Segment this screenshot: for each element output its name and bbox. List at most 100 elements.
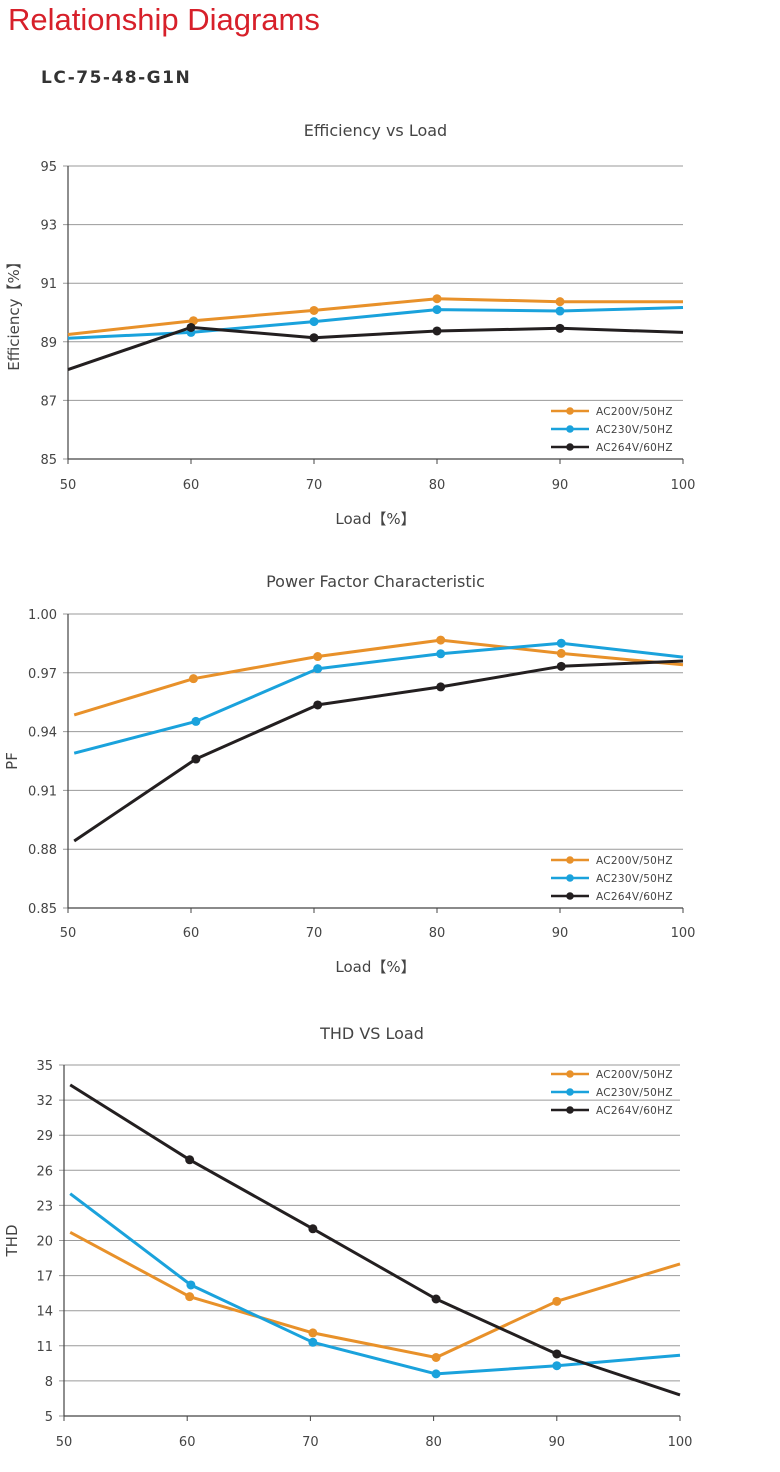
series-line-ac230v-50hz [69, 1192, 681, 1376]
data-point [431, 1369, 441, 1379]
x-tick-label: 60 [183, 926, 200, 941]
legend-label: AC200V/50HZ [596, 1069, 673, 1081]
page-title: Relationship Diagrams [8, 2, 320, 37]
legend-label: AC200V/50HZ [596, 406, 673, 418]
legend-label: AC264V/60HZ [596, 891, 673, 903]
y-tick-label: 87 [40, 394, 57, 409]
data-point [432, 305, 442, 315]
y-axis-label: PF [3, 752, 21, 770]
series-line-ac200v-50hz [73, 638, 684, 717]
legend-marker [566, 892, 574, 900]
x-tick-label: 90 [549, 1435, 566, 1450]
y-tick-label: 14 [36, 1305, 53, 1320]
legend-label: AC230V/50HZ [596, 873, 673, 885]
power-factor-chart: Power Factor Characteristic 0.85 0.88 0.91 0… [3, 572, 695, 976]
x-tick-label: 90 [552, 926, 569, 941]
y-tick-label: 0.94 [28, 726, 57, 741]
x-tick-label: 70 [302, 1435, 319, 1450]
model-name: LC-75-48-G1N [41, 68, 192, 88]
series-line-ac264v-60hz [69, 1083, 681, 1397]
legend-marker [566, 1070, 574, 1078]
legend-label: AC230V/50HZ [596, 424, 673, 436]
legend-marker [566, 443, 574, 451]
data-point [552, 1296, 562, 1306]
data-point [185, 1155, 195, 1165]
series-line-ac200v-50hz [67, 297, 683, 336]
data-point [431, 1353, 441, 1362]
y-tick-label: 26 [36, 1164, 53, 1179]
x-tick-label: 100 [668, 1435, 693, 1450]
legend-label: AC264V/60HZ [596, 1105, 673, 1117]
data-point [436, 649, 446, 659]
data-point [555, 297, 565, 307]
y-tick-label: 8 [45, 1375, 53, 1390]
y-tick-label: 91 [40, 277, 57, 292]
x-tick-label: 70 [306, 926, 323, 941]
data-point [308, 1224, 318, 1234]
chart-title: Power Factor Characteristic [266, 572, 485, 591]
data-point [552, 1361, 562, 1371]
chart-title: Efficiency vs Load [304, 121, 447, 140]
x-tick-label: 90 [552, 478, 569, 493]
legend-marker [566, 874, 574, 882]
x-tick-label: 50 [60, 478, 77, 493]
y-tick-label: 29 [36, 1129, 53, 1144]
thd-chart: THD VS Load 5 8 11 14 17 20 23 26 29 32 35 50 60 70 80 9… [3, 1024, 693, 1450]
y-tick-label: 0.88 [28, 843, 57, 858]
data-point [185, 1292, 195, 1302]
data-point [556, 648, 566, 658]
data-point [313, 652, 323, 662]
data-point [313, 664, 323, 674]
efficiency-chart: Efficiency vs Load 85 87 89 91 93 95 50 60 70 80 90… [5, 121, 695, 528]
y-tick-label: 5 [45, 1410, 53, 1425]
y-tick-label: 17 [36, 1270, 53, 1285]
data-point [186, 1280, 196, 1290]
data-point [436, 682, 446, 692]
x-axis-label: Load【%】 [335, 510, 415, 528]
legend-marker [566, 1088, 574, 1096]
chart-title: THD VS Load [319, 1024, 424, 1043]
y-tick-label: 0.97 [28, 667, 57, 682]
y-tick-label: 20 [36, 1235, 53, 1250]
y-tick-label: 23 [36, 1199, 53, 1214]
x-tick-label: 80 [429, 926, 446, 941]
y-tick-label: 1.00 [28, 608, 57, 623]
data-point [556, 638, 566, 648]
x-tick-label: 70 [306, 478, 323, 493]
legend-label: AC264V/60HZ [596, 442, 673, 454]
data-point [555, 323, 565, 333]
y-tick-label: 11 [36, 1340, 53, 1355]
legend-label: AC200V/50HZ [596, 855, 673, 867]
y-tick-label: 35 [36, 1059, 53, 1074]
data-point [432, 294, 442, 304]
y-tick-label: 85 [40, 453, 57, 468]
data-point [309, 305, 319, 315]
x-tick-label: 50 [60, 926, 77, 941]
x-tick-label: 60 [179, 1435, 196, 1450]
legend-marker [566, 856, 574, 864]
legend-marker [566, 425, 574, 433]
series-line-ac230v-50hz [73, 641, 684, 755]
data-point [555, 306, 565, 316]
data-point [309, 317, 319, 327]
legend-marker [566, 407, 574, 415]
y-tick-label: 0.91 [28, 784, 57, 799]
y-tick-label: 89 [40, 336, 57, 351]
x-axis-label: Load【%】 [335, 958, 415, 976]
data-point [191, 716, 201, 726]
data-point [308, 1337, 318, 1347]
data-point [552, 1349, 562, 1359]
data-point [191, 754, 201, 764]
data-point [556, 661, 566, 671]
data-point [186, 322, 196, 332]
data-point [309, 333, 319, 343]
data-point [436, 635, 446, 645]
data-point [313, 700, 323, 710]
y-tick-label: 93 [40, 219, 57, 234]
data-point [308, 1328, 318, 1338]
data-point [432, 326, 442, 336]
legend-label: AC230V/50HZ [596, 1087, 673, 1099]
series-line-ac200v-50hz [69, 1230, 681, 1359]
y-axis-label: THD [3, 1225, 21, 1258]
series-line-ac264v-60hz [73, 659, 684, 843]
